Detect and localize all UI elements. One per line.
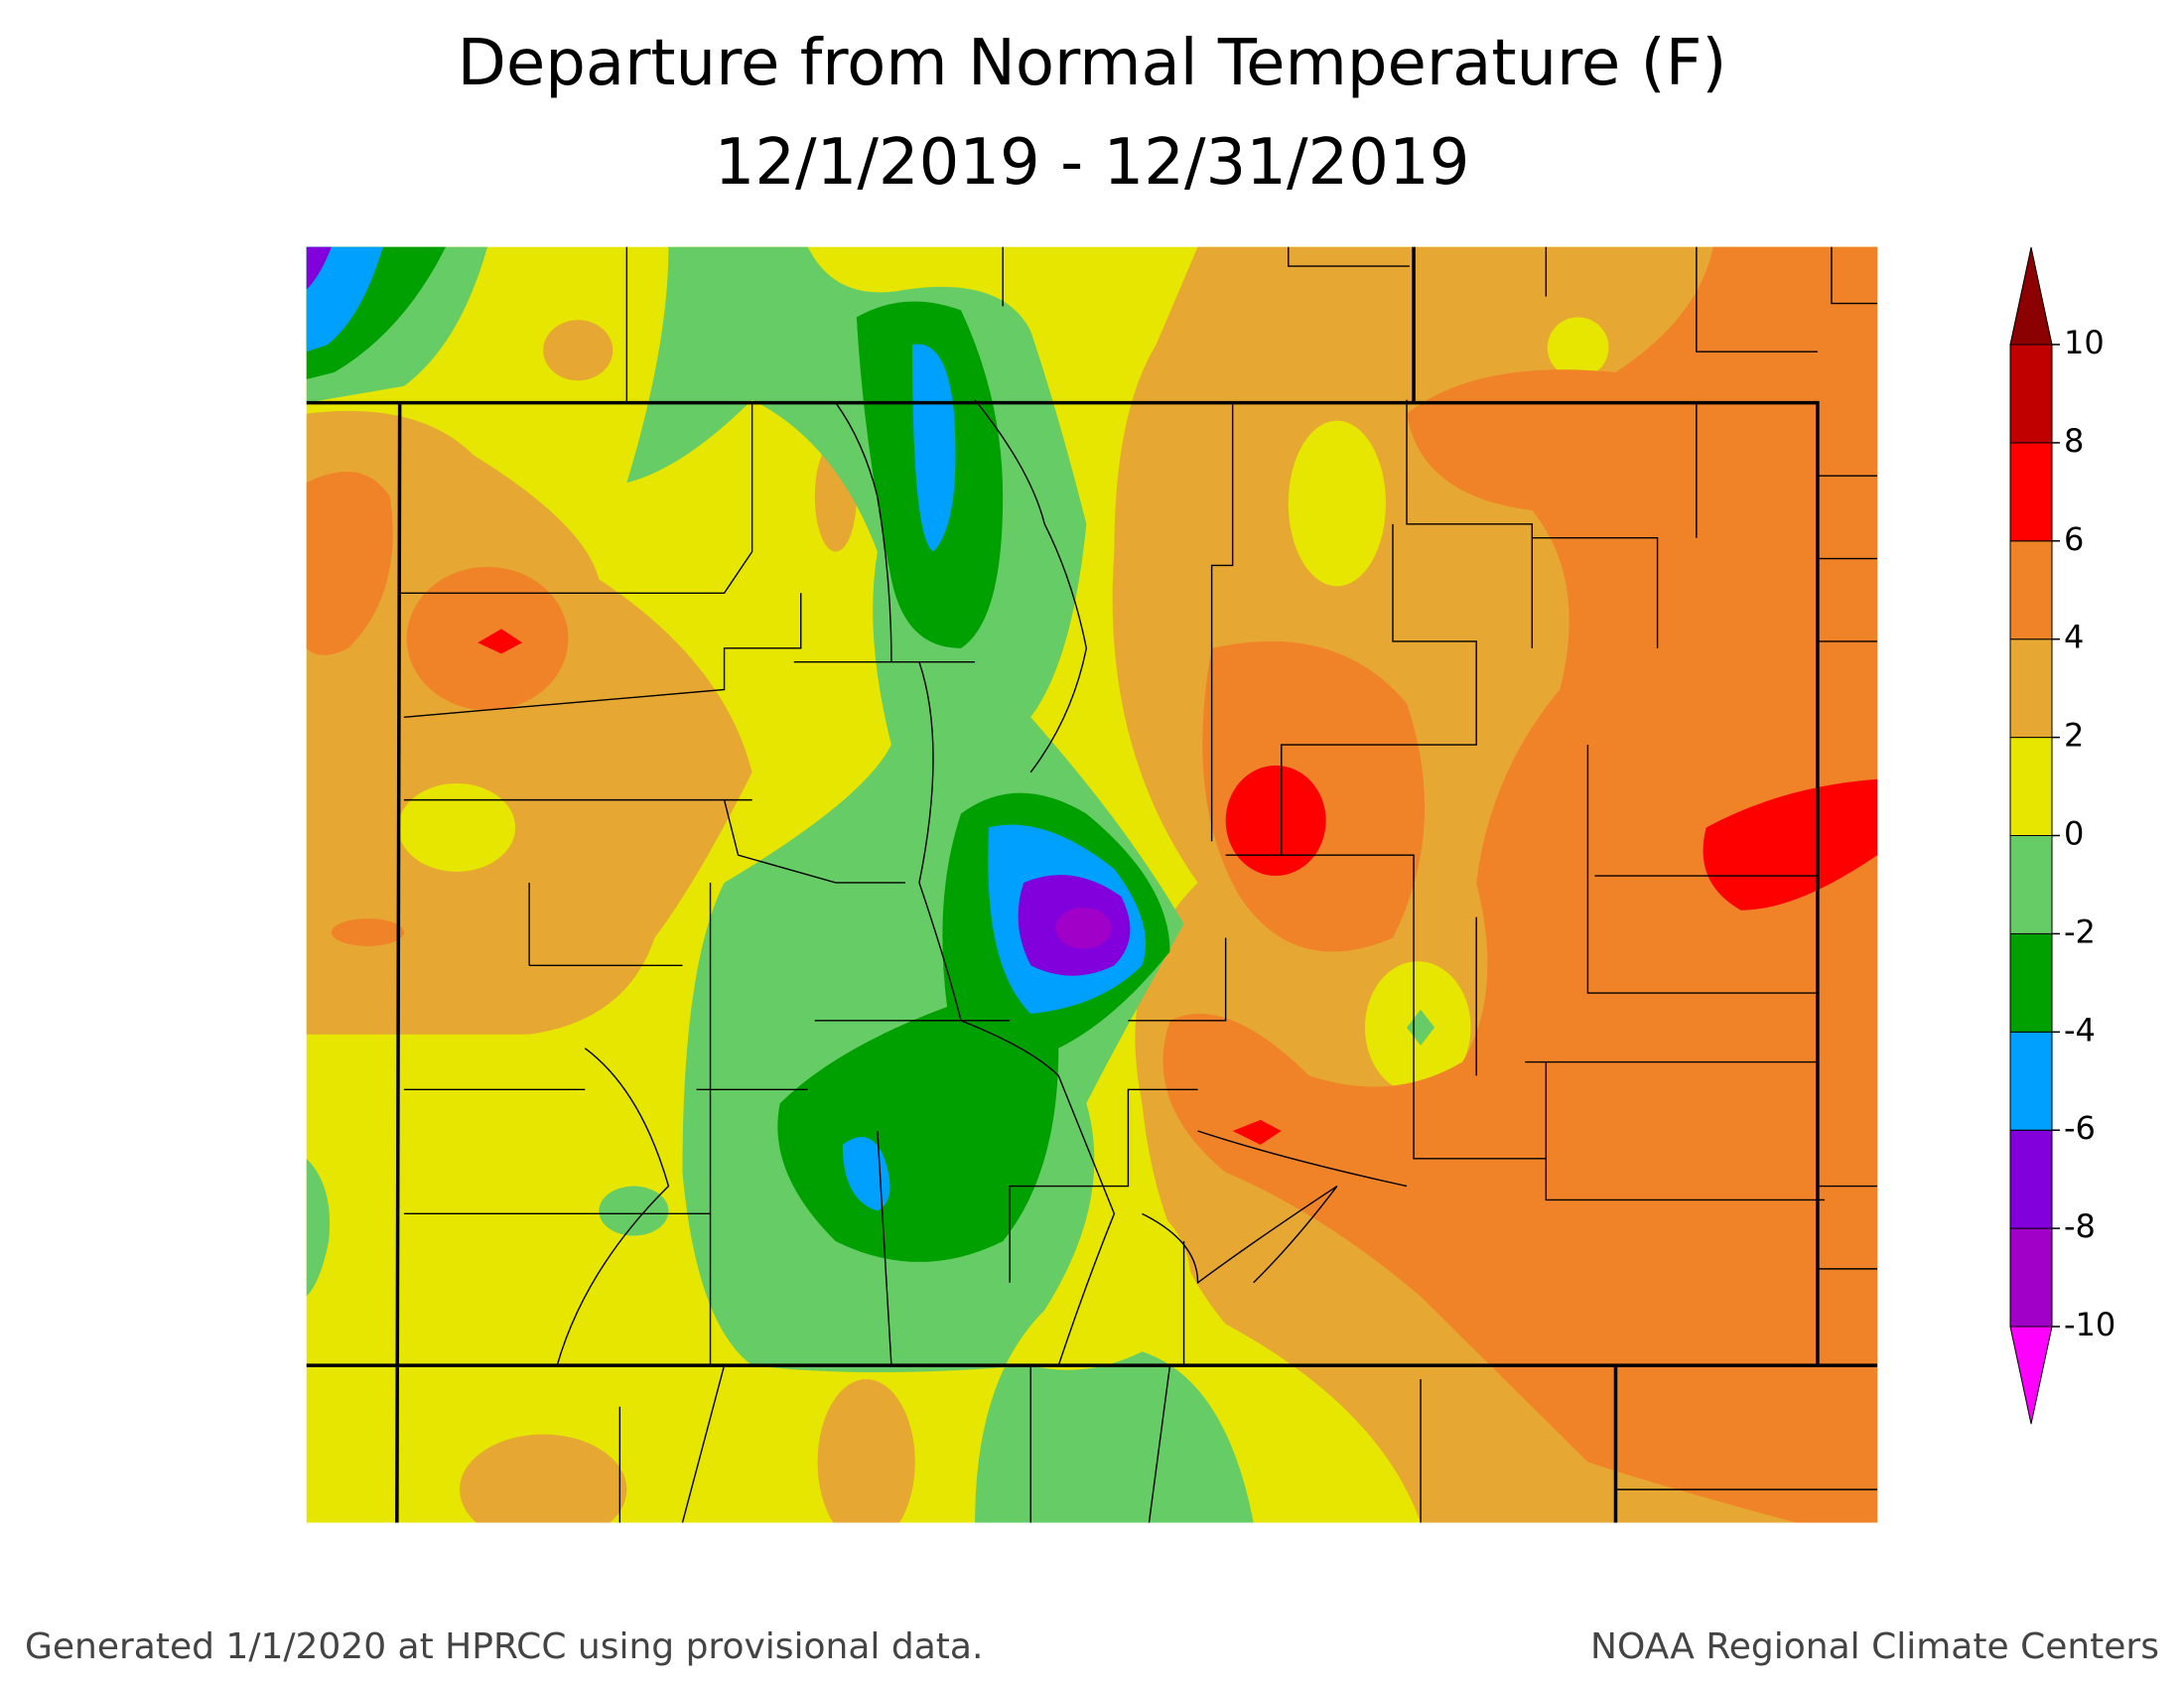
legend-bin (2009, 344, 2053, 444)
legend-tick-label: -10 (2064, 1306, 2116, 1343)
legend-bin (2009, 932, 2053, 1033)
legend-tick-label: 0 (2064, 815, 2084, 853)
title: Departure from Normal Temperature (F) (458, 27, 1727, 100)
footer-right: NOAA Regional Climate Centers (1590, 1626, 2159, 1667)
subtitle: 12/1/2019 - 12/31/2019 (715, 126, 1470, 200)
legend-tick-label: -8 (2064, 1207, 2096, 1245)
legend-bin (2009, 442, 2053, 542)
legend-tick-label: 6 (2064, 520, 2084, 558)
legend-bin (2009, 540, 2053, 640)
contour-6-8 (478, 629, 1878, 1145)
legend-bin (2009, 737, 2053, 836)
legend-tick-label: 8 (2064, 422, 2084, 460)
footer-left: Generated 1/1/2020 at HPRCC using provis… (25, 1626, 983, 1667)
legend-tick-label: 4 (2064, 619, 2084, 656)
legend-bin (2009, 1129, 2053, 1229)
color-legend: -10 -8 -6 -4 -2 0 2 4 6 8 10 (2009, 246, 2116, 1425)
legend-bin (2009, 835, 2053, 934)
legend-bin (2009, 1031, 2053, 1131)
legend-tick-label: 2 (2064, 717, 2084, 755)
contour-minus6-minus4 (306, 246, 1146, 1211)
legend-tick-label: -2 (2064, 913, 2096, 950)
legend-tick-label: 10 (2064, 324, 2105, 361)
legend-tick-label: -4 (2064, 1011, 2096, 1049)
map (306, 246, 1878, 1523)
legend-tick-label: -6 (2064, 1109, 2096, 1147)
legend-bin (2009, 1227, 2053, 1328)
legend-bin (2009, 638, 2053, 739)
legend-low-triangle (2009, 1326, 2053, 1425)
county-lines (401, 246, 1878, 1523)
legend-high-triangle (2009, 246, 2053, 346)
state-borders (306, 246, 1878, 1523)
